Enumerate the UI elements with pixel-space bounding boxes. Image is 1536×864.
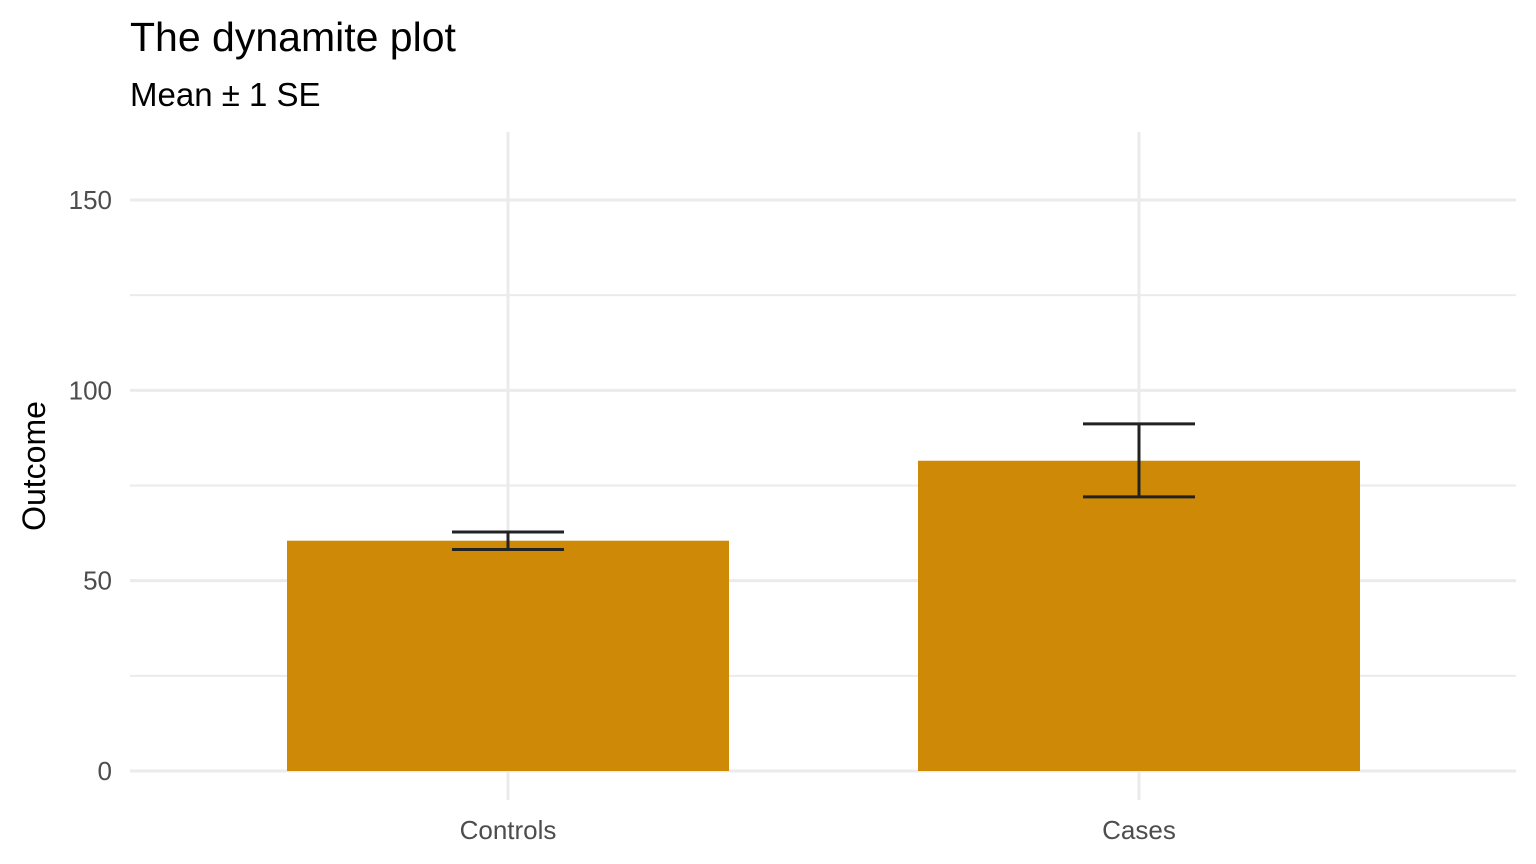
x-tick-label: Cases <box>1102 815 1176 845</box>
error-bar-cases <box>1083 422 1195 499</box>
y-tick-label: 50 <box>83 566 112 596</box>
x-tick-labels: Controls Cases <box>460 815 1176 845</box>
bar-controls <box>287 540 729 771</box>
y-tick-labels: 0 50 100 150 <box>69 185 112 786</box>
chart-subtitle: Mean ± 1 SE <box>130 76 321 113</box>
bar-cases <box>918 460 1360 771</box>
y-tick-label: 0 <box>98 756 112 786</box>
chart-title: The dynamite plot <box>130 14 457 60</box>
y-tick-label: 100 <box>69 375 112 405</box>
error-bars <box>452 422 1195 551</box>
y-axis-label: Outcome <box>16 401 52 531</box>
x-tick-label: Controls <box>460 815 557 845</box>
bars <box>287 460 1360 771</box>
error-bar-controls <box>452 530 564 551</box>
y-tick-label: 150 <box>69 185 112 215</box>
